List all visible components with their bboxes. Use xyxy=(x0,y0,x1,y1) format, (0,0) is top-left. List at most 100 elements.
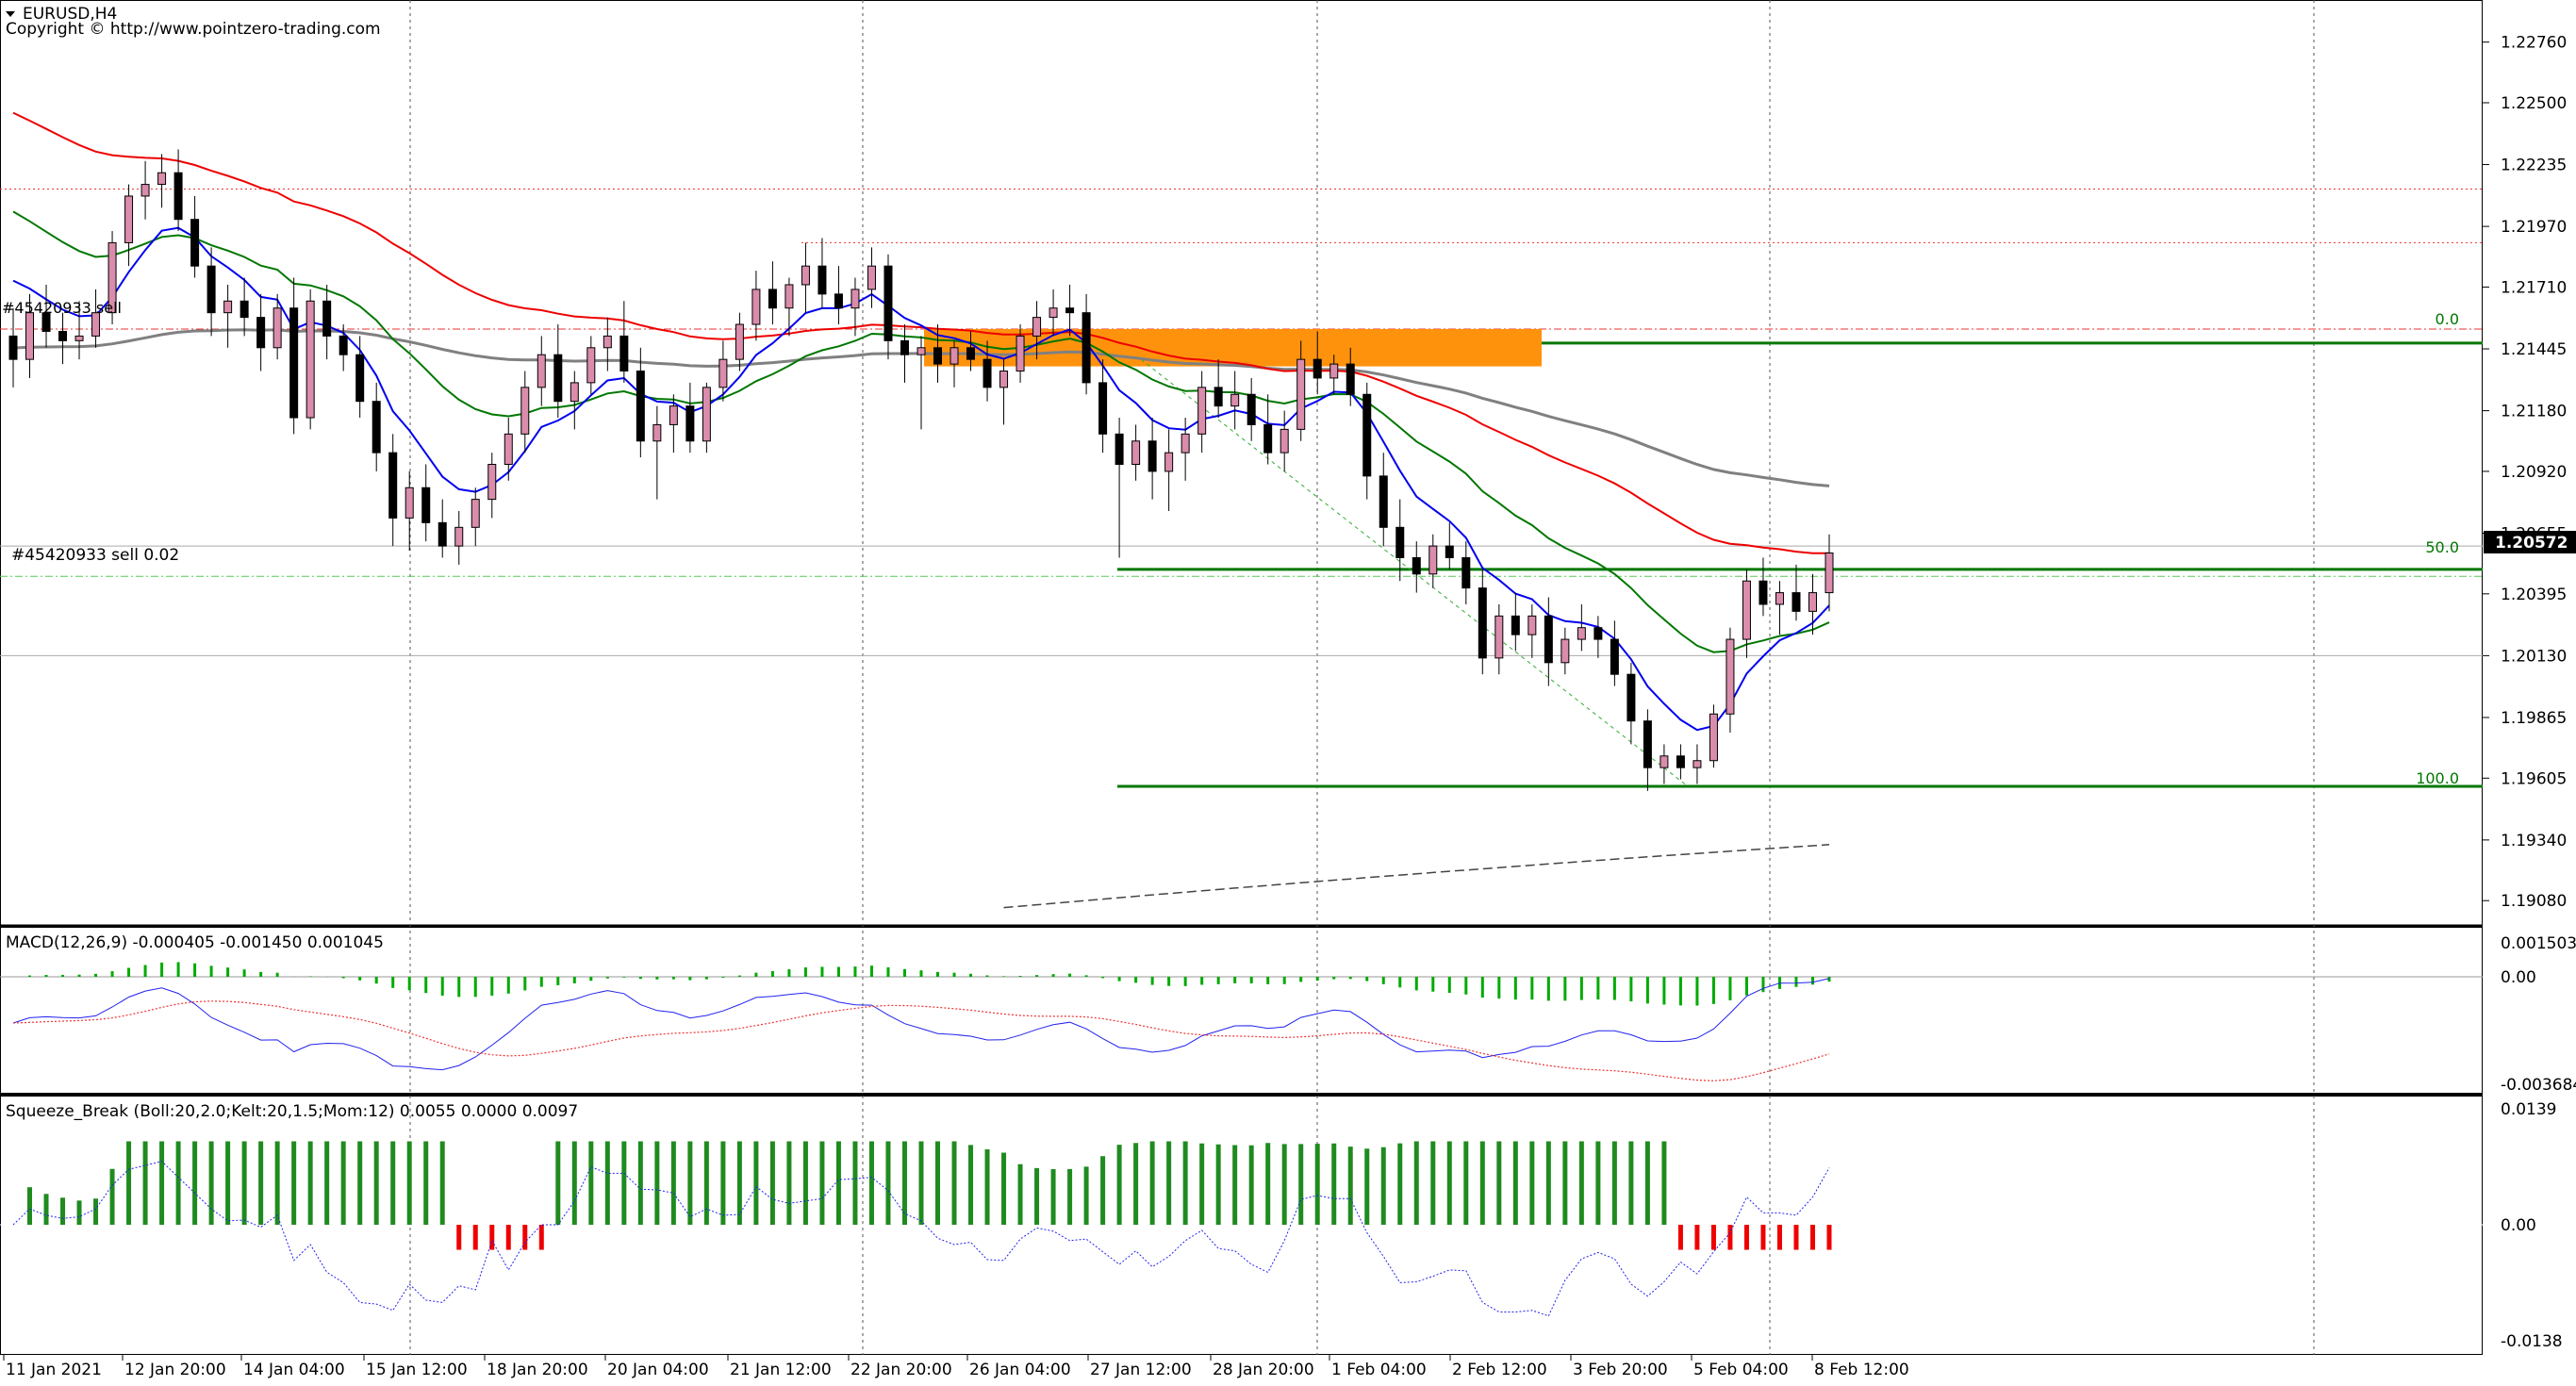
ma-long-dashed xyxy=(1003,844,1830,909)
bear-candle xyxy=(1395,526,1405,558)
bull-candle xyxy=(1049,307,1058,319)
bull-candle xyxy=(652,423,662,442)
squeeze-axis-label: -0.0138 xyxy=(2501,1332,2563,1351)
bear-candle xyxy=(1148,440,1157,472)
order-label: #45420933 sell 0.02 xyxy=(11,546,179,565)
bull-candle xyxy=(916,347,926,355)
bull-candle xyxy=(272,307,282,349)
bull-candle xyxy=(1296,358,1306,430)
bull-candle xyxy=(91,312,101,337)
bear-candle xyxy=(1643,720,1652,768)
bear-candle xyxy=(41,312,51,332)
bull-candle xyxy=(520,387,530,435)
bear-candle xyxy=(883,265,893,341)
time-axis-label: 18 Jan 20:00 xyxy=(487,1361,588,1379)
bull-candle xyxy=(504,433,513,466)
price-axis-label: 1.20920 xyxy=(2501,463,2567,482)
time-axis-label: 2 Feb 12:00 xyxy=(1452,1361,1547,1379)
bull-candle xyxy=(25,312,35,360)
bull-candle xyxy=(669,405,678,425)
bear-candle xyxy=(355,354,365,403)
bear-candle xyxy=(1098,382,1108,435)
bull-candle xyxy=(405,487,414,519)
bull-candle xyxy=(454,526,464,547)
bear-candle xyxy=(966,347,976,360)
bull-candle xyxy=(1016,335,1025,372)
bear-candle xyxy=(1676,755,1685,768)
fib-trend-line xyxy=(1140,358,1689,787)
bear-candle xyxy=(372,401,381,454)
time-axis-label: 15 Jan 12:00 xyxy=(366,1361,468,1379)
price-axis-label: 1.22235 xyxy=(2501,157,2567,175)
bull-candle xyxy=(1164,452,1174,472)
bull-candle xyxy=(999,371,1009,388)
bull-candle xyxy=(735,323,744,360)
bull-candle xyxy=(570,382,579,403)
bull-candle xyxy=(1577,627,1586,640)
bear-candle xyxy=(636,371,645,442)
bear-candle xyxy=(900,339,909,355)
bear-candle xyxy=(1445,545,1454,558)
bear-candle xyxy=(322,300,332,337)
bear-candle xyxy=(834,293,843,309)
time-axis-label: 28 Jan 20:00 xyxy=(1213,1361,1314,1379)
bull-candle xyxy=(1329,363,1339,379)
bull-candle xyxy=(1197,387,1207,435)
ma-green-line xyxy=(12,210,1830,653)
time-axis-label: 14 Jan 04:00 xyxy=(243,1361,345,1379)
price-axis-label: 1.22500 xyxy=(2501,94,2567,113)
squeeze-axis-label: 0.0139 xyxy=(2501,1100,2556,1119)
macd-label: MACD(12,26,9) -0.000405 -0.001450 0.0010… xyxy=(6,933,384,952)
moving-averages xyxy=(12,111,1830,909)
squeeze-momentum-line xyxy=(12,1161,1830,1317)
bull-candle xyxy=(1709,713,1718,762)
bull-candle xyxy=(1428,545,1438,575)
bear-candle xyxy=(1346,363,1355,395)
bear-candle xyxy=(8,335,18,360)
time-axis-label: 26 Jan 04:00 xyxy=(969,1361,1071,1379)
bull-candle xyxy=(1825,553,1834,594)
bear-candle xyxy=(619,335,629,372)
bear-candle xyxy=(206,265,216,314)
bear-candle xyxy=(1792,592,1801,612)
order-label-small: #45420933 sell xyxy=(2,299,122,317)
bear-candle xyxy=(239,300,249,319)
bull-candle xyxy=(107,241,117,314)
copyright-text: Copyright © http://www.pointzero-trading… xyxy=(6,20,381,39)
bull-candle xyxy=(487,464,497,501)
bear-candle xyxy=(817,265,827,295)
candles xyxy=(8,149,1834,791)
bull-candle xyxy=(1775,592,1784,605)
bull-candle xyxy=(784,284,794,309)
bear-candle xyxy=(58,330,68,341)
price-axis-label: 1.21970 xyxy=(2501,218,2567,237)
chevron-down-icon[interactable] xyxy=(6,11,15,17)
bull-candle xyxy=(751,289,761,325)
bull-candle xyxy=(1181,433,1190,454)
grid-lines xyxy=(409,0,2315,1355)
bull-candle xyxy=(718,358,728,388)
macd-indicator xyxy=(0,962,2483,1081)
bear-candle xyxy=(685,405,695,442)
price-axis-label: 1.21180 xyxy=(2501,403,2567,421)
bear-candle xyxy=(1759,580,1768,605)
bull-candle xyxy=(471,499,480,528)
bull-candle xyxy=(1230,393,1240,407)
fib-label-top: 0.0 xyxy=(2436,310,2459,328)
bull-candle xyxy=(124,195,134,243)
fib-label-bottom: 100.0 xyxy=(2416,769,2459,787)
fib-label-mid: 50.0 xyxy=(2425,538,2459,556)
symbol-title: EURUSD,H4 xyxy=(23,5,117,24)
price-axis-label: 1.20395 xyxy=(2501,586,2567,604)
price-axis-label: 1.22760 xyxy=(2501,34,2567,53)
bear-candle xyxy=(1065,307,1075,314)
bear-candle xyxy=(1593,627,1603,640)
bull-candle xyxy=(537,354,546,388)
squeeze-indicator xyxy=(0,1141,2483,1317)
bear-candle xyxy=(1313,358,1322,379)
bull-candle xyxy=(74,335,84,341)
bear-candle xyxy=(173,172,183,221)
time-axis-label: 1 Feb 04:00 xyxy=(1331,1361,1427,1379)
level-lines xyxy=(0,189,2483,788)
